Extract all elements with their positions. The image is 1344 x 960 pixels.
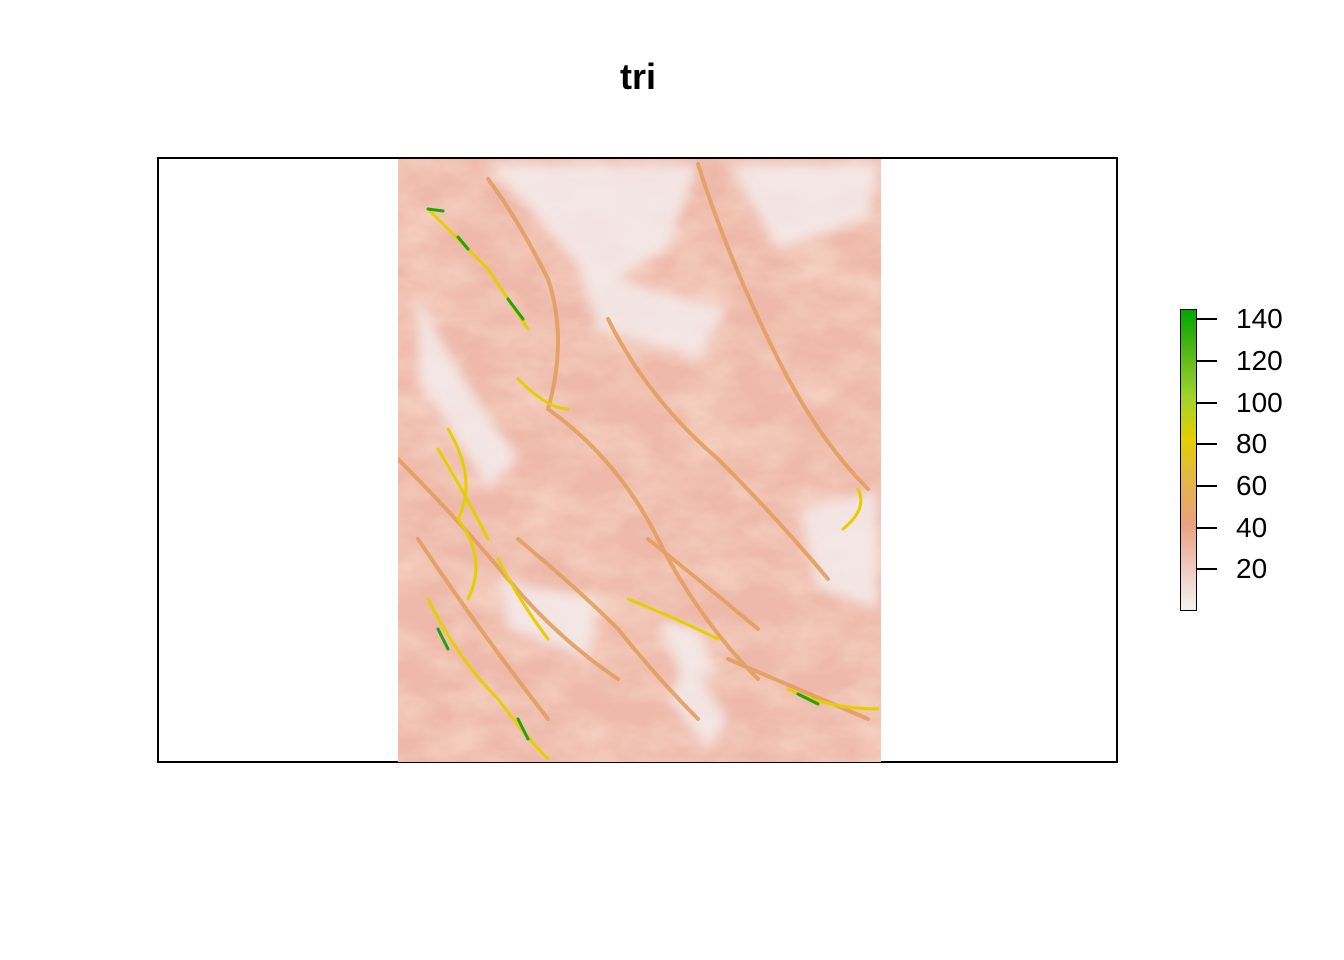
colorbar-tick bbox=[1197, 443, 1217, 446]
colorbar-tick-label: 20 bbox=[1236, 553, 1268, 585]
colorbar-tick-label: 100 bbox=[1236, 386, 1283, 418]
colorbar-tick bbox=[1197, 526, 1217, 529]
colorbar-tick bbox=[1197, 568, 1217, 571]
plot-title: tri bbox=[620, 56, 656, 97]
colorbar-tick-label: 140 bbox=[1236, 303, 1283, 335]
colorbar-tick-label: 60 bbox=[1236, 470, 1268, 502]
colorbar-tick bbox=[1197, 360, 1217, 363]
raster-image bbox=[398, 159, 881, 762]
colorbar-tick-label: 120 bbox=[1236, 345, 1283, 377]
colorbar-tick bbox=[1197, 401, 1217, 404]
colorbar-tick bbox=[1197, 318, 1217, 321]
colorbar-tick-label: 40 bbox=[1236, 511, 1268, 543]
colorbar-tick bbox=[1197, 485, 1217, 488]
colorbar-tick-label: 80 bbox=[1236, 428, 1268, 460]
peak-value-ridges bbox=[426, 207, 820, 741]
colorbar bbox=[1180, 309, 1197, 611]
